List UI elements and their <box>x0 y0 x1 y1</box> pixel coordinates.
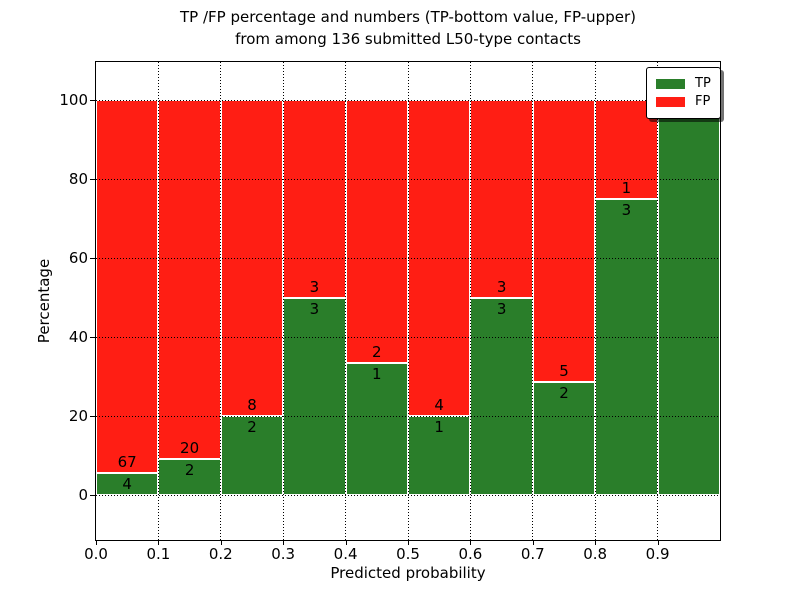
bar-tp-segment <box>158 459 221 495</box>
fp-count-label: 4 <box>434 396 444 414</box>
tp-count-label: 1 <box>372 365 382 384</box>
bar-fp-segment <box>283 100 346 298</box>
bar-tp-segment <box>595 198 658 495</box>
bar-tp-segment <box>283 297 346 495</box>
x-tick-label: 0.1 <box>146 545 171 563</box>
x-tick-label: 0.4 <box>333 545 358 563</box>
gridline-horizontal <box>96 494 720 496</box>
x-tick-mark <box>408 540 409 545</box>
gridline-horizontal <box>96 415 720 417</box>
y-tick-label: 100 <box>59 91 88 109</box>
gridline-horizontal <box>96 336 720 338</box>
y-tick-label: 20 <box>68 407 88 425</box>
bar-fp-segment <box>345 100 408 364</box>
y-tick-mark <box>90 337 96 338</box>
x-tick-mark <box>345 540 347 545</box>
gridline-vertical <box>469 62 471 540</box>
bar-tp-segment <box>96 472 159 495</box>
chart-title: TP /FP percentage and numbers (TP-bottom… <box>96 6 720 50</box>
gridline-vertical <box>345 62 347 540</box>
gridline-horizontal <box>96 257 720 259</box>
x-tick-mark <box>532 540 534 545</box>
fp-count-label: 8 <box>247 396 257 414</box>
y-tick-label: 40 <box>68 328 88 346</box>
gridline-vertical <box>220 62 222 540</box>
x-tick-label: 0.8 <box>583 545 608 563</box>
gridline-vertical <box>407 62 409 540</box>
gridline-vertical <box>157 62 159 540</box>
y-tick-mark <box>90 495 96 496</box>
x-tick-label: 0.7 <box>520 545 545 563</box>
legend-label-tp: TP <box>695 76 711 91</box>
x-tick-mark <box>220 540 222 545</box>
x-tick-label: 0.6 <box>458 545 483 563</box>
x-tick-label: 0.3 <box>271 545 296 563</box>
bar-fp-segment <box>158 100 221 460</box>
fp-count-label: 2 <box>372 343 382 362</box>
chart-title-line1: TP /FP percentage and numbers (TP-bottom… <box>180 8 636 26</box>
fp-count-label: 20 <box>180 439 200 458</box>
plot-area: 674202823321413352132 <box>96 62 720 540</box>
fp-count-label: 1 <box>621 178 632 197</box>
fp-count-label: 3 <box>309 277 320 296</box>
y-tick-mark <box>90 179 96 180</box>
tp-count-label: 4 <box>122 474 132 493</box>
y-tick-mark <box>90 100 96 101</box>
gridline-vertical <box>594 62 596 540</box>
fp-count-label: 5 <box>559 362 569 381</box>
grid-layer <box>96 62 720 540</box>
x-tick-mark <box>158 540 160 545</box>
chart-title-line2: from among 136 submitted L50-type contac… <box>235 30 581 48</box>
x-tick-mark <box>595 540 597 545</box>
legend-item-fp: FP <box>656 94 711 110</box>
y-tick-label: 60 <box>68 249 88 267</box>
gridline-horizontal <box>96 178 720 180</box>
tp-count-label: 3 <box>496 299 507 318</box>
bar-tp-segment <box>345 363 408 495</box>
bar-tp-segment <box>657 100 720 495</box>
x-tick-mark <box>470 540 472 545</box>
bar-fp-segment <box>96 100 159 473</box>
legend: TP FP <box>646 67 721 119</box>
bar-tp-segment <box>470 297 533 495</box>
legend-label-fp: FP <box>695 94 711 109</box>
bar-fp-segment <box>532 100 596 383</box>
tp-count-label: 2 <box>247 418 257 436</box>
gridline-vertical <box>657 62 659 540</box>
y-tick-label: 80 <box>68 170 88 188</box>
x-tick-mark <box>657 540 659 545</box>
x-tick-mark <box>283 540 285 545</box>
gridline-vertical <box>532 62 534 540</box>
bar-fp-segment <box>470 100 533 298</box>
tp-count-label: 2 <box>184 461 195 480</box>
x-tick-mark <box>96 540 97 545</box>
fp-count-label: 67 <box>117 452 137 471</box>
y-tick-label: 0 <box>78 486 88 504</box>
bar-tp-segment <box>220 416 284 495</box>
x-tick-label: 0.2 <box>208 545 233 563</box>
gridline-vertical <box>282 62 284 540</box>
gridline-horizontal <box>96 99 720 101</box>
x-tick-label: 0.5 <box>396 545 420 563</box>
fp-swatch-icon <box>656 97 685 107</box>
legend-item-tp: TP <box>656 76 711 92</box>
x-tick-label: 0.0 <box>84 545 108 563</box>
bar-tp-segment <box>532 382 596 495</box>
x-axis-label: Predicted probability <box>330 564 486 582</box>
bar-labels-layer: 674202823321413352132 <box>96 62 720 540</box>
y-tick-mark <box>90 416 96 417</box>
x-tick-label: 0.9 <box>645 545 670 563</box>
tp-count-label: 3 <box>621 200 632 219</box>
plot-area-border: 674202823321413352132 <box>95 61 721 541</box>
tp-count-label: 1 <box>434 418 444 436</box>
fp-count-label: 3 <box>496 277 507 296</box>
tp-count-label: 3 <box>309 299 320 318</box>
y-tick-mark <box>90 258 96 259</box>
tp-swatch-icon <box>656 79 685 89</box>
tp-count-label: 2 <box>559 384 569 403</box>
